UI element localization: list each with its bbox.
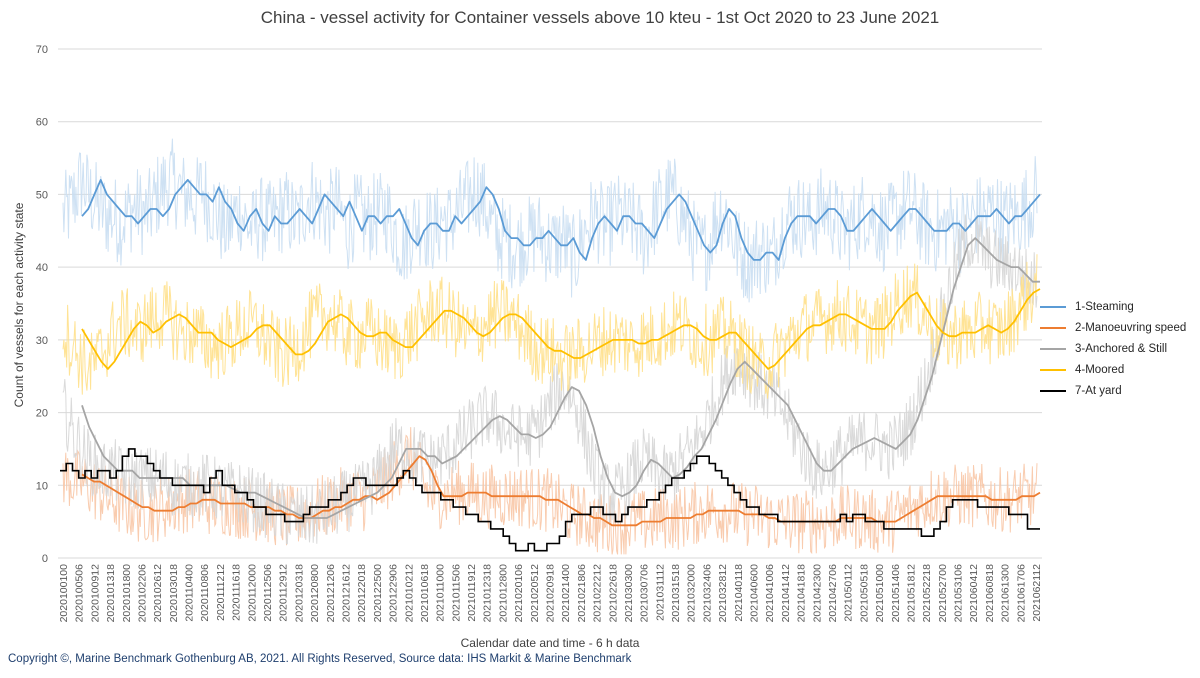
series-raw-line: [62, 138, 1038, 303]
x-tick-label: 2021010618: [419, 564, 431, 623]
x-tick-label: 2021020918: [545, 564, 557, 623]
x-tick-label: 2020100506: [74, 564, 86, 623]
copyright-notice: Copyright ©, Marine Benchmark Gothenburg…: [8, 653, 632, 665]
x-tick-label: 2021021400: [560, 564, 572, 623]
x-tick-label: 2021021806: [576, 564, 588, 623]
y-tick-label: 30: [36, 335, 48, 347]
x-tick-label: 2021041818: [796, 564, 808, 623]
x-tick-label: 2020111618: [231, 564, 243, 621]
x-tick-label: 2020100912: [89, 564, 101, 623]
x-tick-label: 2021061300: [1000, 564, 1012, 623]
x-tick-label: 2021012318: [482, 564, 494, 623]
chart-legend: 1-Steaming 2-Manoeuvring speed 3-Anchored …: [1040, 296, 1186, 401]
x-tick-label: 2021051812: [905, 564, 917, 623]
legend-entry: 3-Anchored & Still: [1040, 338, 1186, 359]
x-tick-label: 2021041006: [764, 564, 776, 623]
legend-entry: 2-Manoeuvring speed: [1040, 317, 1186, 338]
x-tick-label: 2021020512: [529, 564, 541, 623]
legend-label: 3-Anchored & Still: [1075, 342, 1168, 355]
x-tick-label: 2021042300: [811, 564, 823, 623]
x-tick-label: 2020102612: [152, 564, 164, 623]
x-tick-label: 2021030706: [639, 564, 651, 623]
x-axis-label: Calendar date and time - 6 h data: [460, 636, 640, 650]
x-tick-label: 2020120800: [309, 564, 321, 623]
x-tick-label: 2021032812: [717, 564, 729, 623]
x-tick-label: 2021062112: [1031, 564, 1043, 622]
series-raw-line: [62, 214, 1038, 545]
legend-swatch: [1040, 389, 1066, 392]
x-tick-label: 2020100100: [58, 564, 70, 623]
x-tick-label: 2021051406: [890, 564, 902, 623]
y-tick-label: 10: [36, 480, 48, 492]
y-tick-label: 0: [42, 553, 48, 565]
series-line: [81, 288, 1041, 370]
x-tick-label: 2020112506: [262, 564, 274, 622]
series-line: [81, 178, 1041, 261]
x-tick-label: 2020122500: [372, 564, 384, 623]
y-tick-label: 40: [36, 262, 48, 274]
x-tick-label: 2021010212: [403, 564, 415, 623]
x-tick-label: 2020103018: [168, 564, 180, 623]
x-tick-label: 2021052700: [937, 564, 949, 623]
series-raw-line: [62, 254, 1038, 399]
x-tick-label: 2020112912: [278, 564, 290, 622]
x-tick-label: 2021011000: [435, 564, 447, 622]
x-tick-label: 2020120318: [293, 564, 305, 623]
x-tick-label: 2021041412: [780, 564, 792, 623]
x-tick-label: 2021030300: [623, 564, 635, 623]
y-tick-label: 70: [36, 44, 48, 56]
x-tick-label: 2021011506: [450, 564, 462, 622]
x-tick-label: 2021051000: [874, 564, 886, 623]
x-tick-label: 2021040118: [733, 564, 745, 622]
legend-swatch: [1040, 326, 1066, 329]
x-tick-label: 2021032000: [686, 564, 698, 623]
x-tick-label: 2020112000: [246, 564, 258, 622]
x-tick-label: 2021031518: [670, 564, 682, 623]
x-tick-label: 2021022212: [592, 564, 604, 623]
x-tick-label: 2021060412: [968, 564, 980, 623]
legend-label: 2-Manoeuvring speed: [1075, 321, 1187, 334]
legend-swatch: [1040, 368, 1066, 371]
x-tick-label: 2021061706: [1015, 564, 1027, 623]
legend-label: 4-Moored: [1075, 363, 1125, 376]
x-tick-label: 2021050518: [858, 564, 870, 623]
x-tick-label: 2020122018: [356, 564, 368, 623]
x-tick-label: 2020122906: [388, 564, 400, 623]
x-tick-label: 2020110400: [184, 564, 196, 622]
legend-entry: 1-Steaming: [1040, 296, 1186, 317]
x-tick-label: 2021031112: [654, 564, 666, 621]
y-tick-label: 60: [36, 117, 48, 129]
x-tick-label: 2021020106: [513, 564, 525, 623]
x-tick-label: 2021050112: [843, 564, 855, 622]
y-tick-label: 50: [36, 189, 48, 201]
x-tick-label: 2020102206: [136, 564, 148, 623]
x-tick-label: 2021022618: [607, 564, 619, 623]
chart-title: China - vessel activity for Container ve…: [260, 8, 940, 27]
x-tick-label: 2021060818: [984, 564, 996, 623]
x-tick-label: 2020110806: [199, 564, 211, 622]
legend-entry: 4-Moored: [1040, 359, 1186, 380]
x-tick-label: 2021011912: [466, 564, 478, 622]
series-step-line: [60, 448, 1040, 552]
legend-label: 7-At yard: [1075, 384, 1122, 397]
x-tick-label: 2021040600: [749, 564, 761, 623]
x-tick-label: 2021042706: [827, 564, 839, 623]
x-tick-label: 2020101800: [121, 564, 133, 623]
x-tick-label: 2020121612: [340, 564, 352, 623]
x-tick-label: 2021032406: [701, 564, 713, 623]
legend-swatch: [1040, 305, 1066, 308]
legend-label: 1-Steaming: [1075, 300, 1134, 313]
series-raw-line: [62, 427, 1038, 555]
x-tick-label: 2021012800: [497, 564, 509, 623]
x-tick-label: 2021052218: [921, 564, 933, 623]
y-axis-label: Count of vessels for each activity state: [12, 202, 26, 408]
legend-swatch: [1040, 347, 1066, 350]
legend-entry: 7-At yard: [1040, 380, 1186, 401]
x-tick-label: 2020121206: [325, 564, 337, 623]
x-tick-label: 2020111212: [215, 564, 227, 621]
x-tick-label: 2020101318: [105, 564, 117, 623]
y-tick-label: 20: [36, 408, 48, 420]
x-tick-label: 2021053106: [953, 564, 965, 623]
